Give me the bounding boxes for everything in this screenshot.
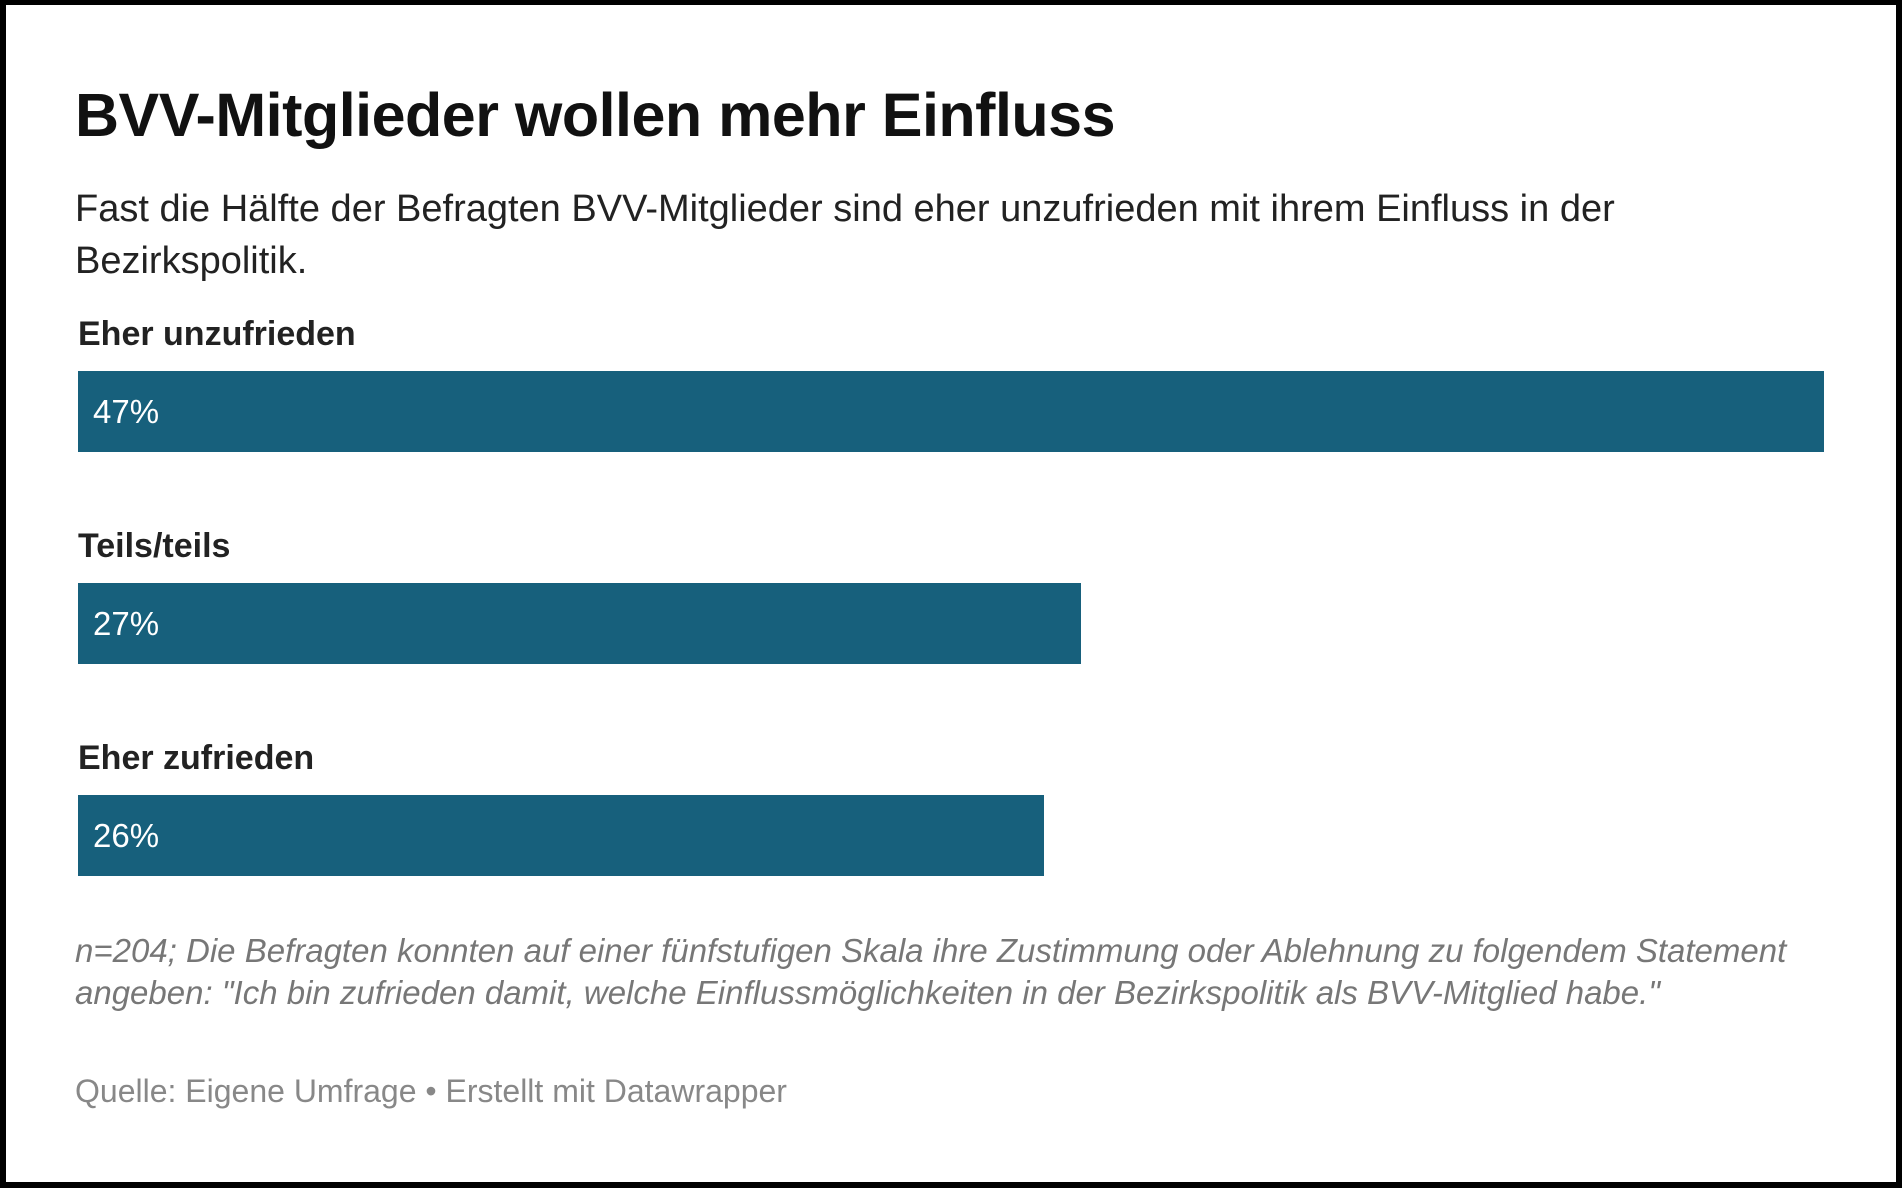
- bar: 27%: [78, 583, 1081, 664]
- bar-row: Teils/teils 27%: [78, 522, 1834, 672]
- chart-notes: n=204; Die Befragten konnten auf einer f…: [75, 932, 1787, 1011]
- source-label: Quelle:: [75, 1073, 177, 1109]
- chart-subtitle: Fast die Hälfte der Befragten BVV-Mitgli…: [75, 188, 1615, 282]
- bar-value-label: 26%: [93, 817, 160, 854]
- chart-card: BVV-Mitglieder wollen mehr Einfluss Fast…: [6, 5, 1896, 1182]
- bar-chart: Eher unzufrieden 47% Teils/teils 27% Eher zu…: [78, 310, 1834, 910]
- bar: 47%: [78, 371, 1824, 452]
- source-text: Eigene Umfrage: [185, 1073, 417, 1109]
- category-label: Eher unzufrieden: [78, 315, 356, 353]
- bar-value-label: 47%: [93, 393, 160, 430]
- chart-title: BVV-Mitglieder wollen mehr Einfluss: [75, 81, 1116, 149]
- category-label: Teils/teils: [78, 527, 231, 565]
- bar: 26%: [78, 795, 1044, 876]
- bar-row: Eher zufrieden 26%: [78, 734, 1834, 884]
- credit-text: Erstellt mit Datawrapper: [445, 1073, 787, 1109]
- chart-footer: Quelle: Eigene Umfrage • Erstellt mit Da…: [75, 1069, 787, 1113]
- category-label: Eher zufrieden: [78, 739, 315, 777]
- bar-value-label: 27%: [93, 605, 160, 642]
- bar-row: Eher unzufrieden 47%: [78, 310, 1834, 460]
- footer-separator: •: [425, 1073, 437, 1109]
